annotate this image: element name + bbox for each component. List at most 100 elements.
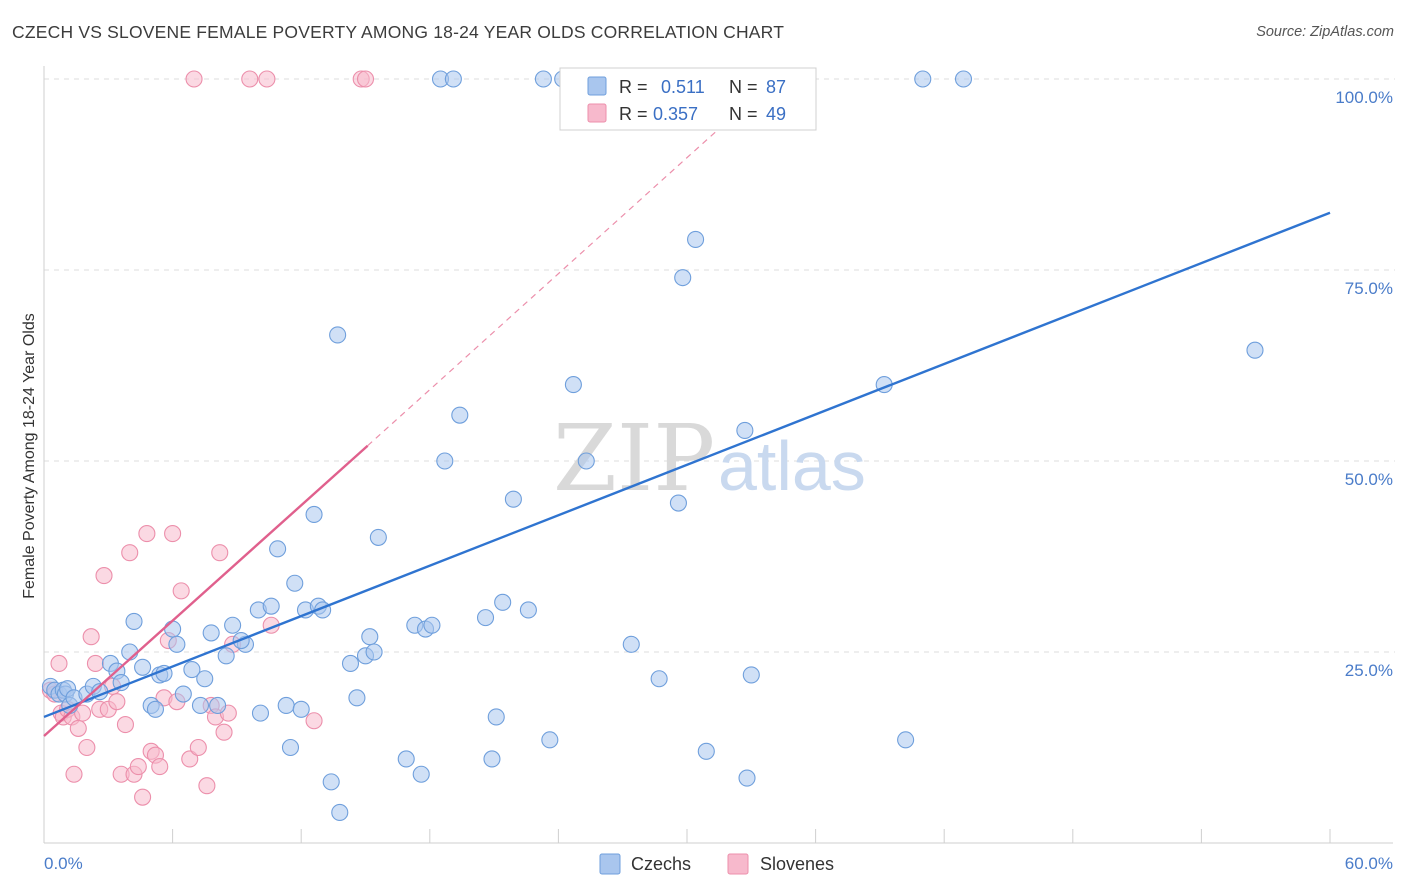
- point-slovenes: [305, 712, 323, 730]
- point-czechs: [146, 700, 165, 718]
- chart-source: Source: ZipAtlas.com: [1256, 24, 1394, 40]
- point-czechs: [397, 750, 415, 768]
- y-tick-label: 100.0%: [1335, 88, 1393, 107]
- point-czechs: [224, 616, 242, 634]
- legend-n-label-czechs: N =: [729, 77, 758, 97]
- point-czechs: [361, 628, 379, 646]
- point-czechs: [738, 769, 756, 787]
- point-slovenes: [172, 582, 190, 600]
- point-czechs: [196, 670, 214, 688]
- point-slovenes: [74, 704, 92, 722]
- point-czechs: [1246, 341, 1264, 359]
- point-czechs: [341, 654, 360, 673]
- point-czechs: [541, 731, 559, 749]
- point-slovenes: [82, 628, 100, 646]
- point-czechs: [954, 70, 973, 88]
- point-czechs: [331, 803, 349, 821]
- point-slovenes: [134, 788, 152, 806]
- legend-r-value-czechs: 0.511: [661, 77, 705, 97]
- point-slovenes: [164, 525, 182, 543]
- point-czechs: [487, 708, 505, 726]
- point-czechs: [292, 700, 310, 718]
- point-slovenes: [356, 70, 375, 88]
- point-slovenes: [108, 693, 126, 711]
- point-czechs: [217, 647, 235, 665]
- point-czechs: [262, 597, 280, 615]
- point-czechs: [348, 689, 366, 707]
- point-czechs: [277, 696, 295, 715]
- y-tick-label: 75.0%: [1345, 279, 1393, 298]
- point-slovenes: [78, 738, 96, 757]
- bottom-legend-label-czechs: Czechs: [631, 854, 691, 874]
- trend-line-slovenes-extension: [367, 128, 720, 447]
- point-czechs: [286, 574, 304, 592]
- point-czechs: [736, 421, 754, 439]
- y-tick-label: 50.0%: [1345, 470, 1393, 489]
- legend-swatch-czechs: [587, 76, 607, 96]
- series-legend: Czechs Slovenes: [599, 853, 834, 875]
- point-slovenes: [116, 716, 134, 734]
- point-slovenes: [95, 567, 113, 585]
- point-slovenes: [65, 765, 83, 783]
- point-czechs: [504, 490, 522, 508]
- point-czechs: [444, 70, 462, 88]
- point-czechs: [669, 494, 687, 512]
- point-czechs: [168, 635, 186, 653]
- point-slovenes: [189, 738, 207, 757]
- point-slovenes: [86, 654, 104, 673]
- legend-n-label-slovenes: N =: [729, 104, 758, 124]
- point-slovenes: [185, 70, 203, 88]
- point-czechs: [191, 696, 210, 715]
- bottom-legend-swatch-czechs: [599, 853, 621, 875]
- point-slovenes: [129, 758, 147, 776]
- point-slovenes: [215, 723, 233, 741]
- legend-r-label-czechs: R =: [619, 77, 648, 97]
- watermark: ZIP atlas: [553, 405, 866, 512]
- y-tick-label: 25.0%: [1345, 661, 1393, 680]
- point-czechs: [494, 593, 512, 611]
- point-czechs: [622, 635, 640, 653]
- point-czechs: [134, 658, 152, 676]
- point-czechs: [365, 643, 383, 661]
- point-czechs: [369, 528, 387, 546]
- point-czechs: [577, 452, 595, 470]
- legend-swatch-slovenes: [587, 103, 607, 123]
- x-tick-label-min: 0.0%: [44, 854, 83, 873]
- point-czechs: [914, 70, 932, 88]
- chart-title: CZECH VS SLOVENE FEMALE POVERTY AMONG 18…: [12, 22, 785, 42]
- point-slovenes: [69, 719, 87, 737]
- legend-n-value-czechs: 87: [766, 77, 786, 97]
- point-czechs: [174, 685, 192, 703]
- point-slovenes: [258, 70, 276, 88]
- point-czechs: [202, 624, 220, 642]
- point-czechs: [329, 326, 347, 344]
- legend-r-label-slovenes: R =: [619, 104, 648, 124]
- x-tick-label-max: 60.0%: [1345, 854, 1393, 873]
- point-czechs: [412, 765, 430, 783]
- point-slovenes: [151, 758, 169, 776]
- bottom-legend-label-slovenes: Slovenes: [760, 854, 834, 874]
- point-czechs: [483, 750, 501, 768]
- point-czechs: [534, 70, 552, 88]
- point-czechs: [423, 616, 441, 634]
- bottom-legend-swatch-slovenes: [727, 853, 749, 875]
- point-czechs: [897, 731, 915, 749]
- legend-n-value-slovenes: 49: [766, 104, 786, 124]
- point-slovenes: [198, 777, 216, 795]
- point-czechs: [164, 620, 182, 638]
- watermark-zip: ZIP: [553, 405, 715, 512]
- point-czechs: [519, 601, 537, 619]
- point-slovenes: [241, 70, 259, 88]
- point-czechs: [697, 742, 715, 760]
- watermark-atlas: atlas: [718, 427, 866, 505]
- point-czechs: [305, 505, 323, 524]
- point-czechs: [125, 612, 143, 630]
- point-czechs: [650, 670, 668, 688]
- correlation-legend: R = 0.511 N = 87 R = 0.357 N = 49: [559, 67, 817, 131]
- legend-r-value-slovenes: 0.357: [653, 104, 698, 124]
- y-axis-title: Female Poverty Among 18-24 Year Olds: [21, 313, 38, 599]
- point-czechs: [251, 704, 270, 722]
- point-czechs: [436, 452, 454, 470]
- axes: 0.0% 60.0%: [43, 66, 1393, 873]
